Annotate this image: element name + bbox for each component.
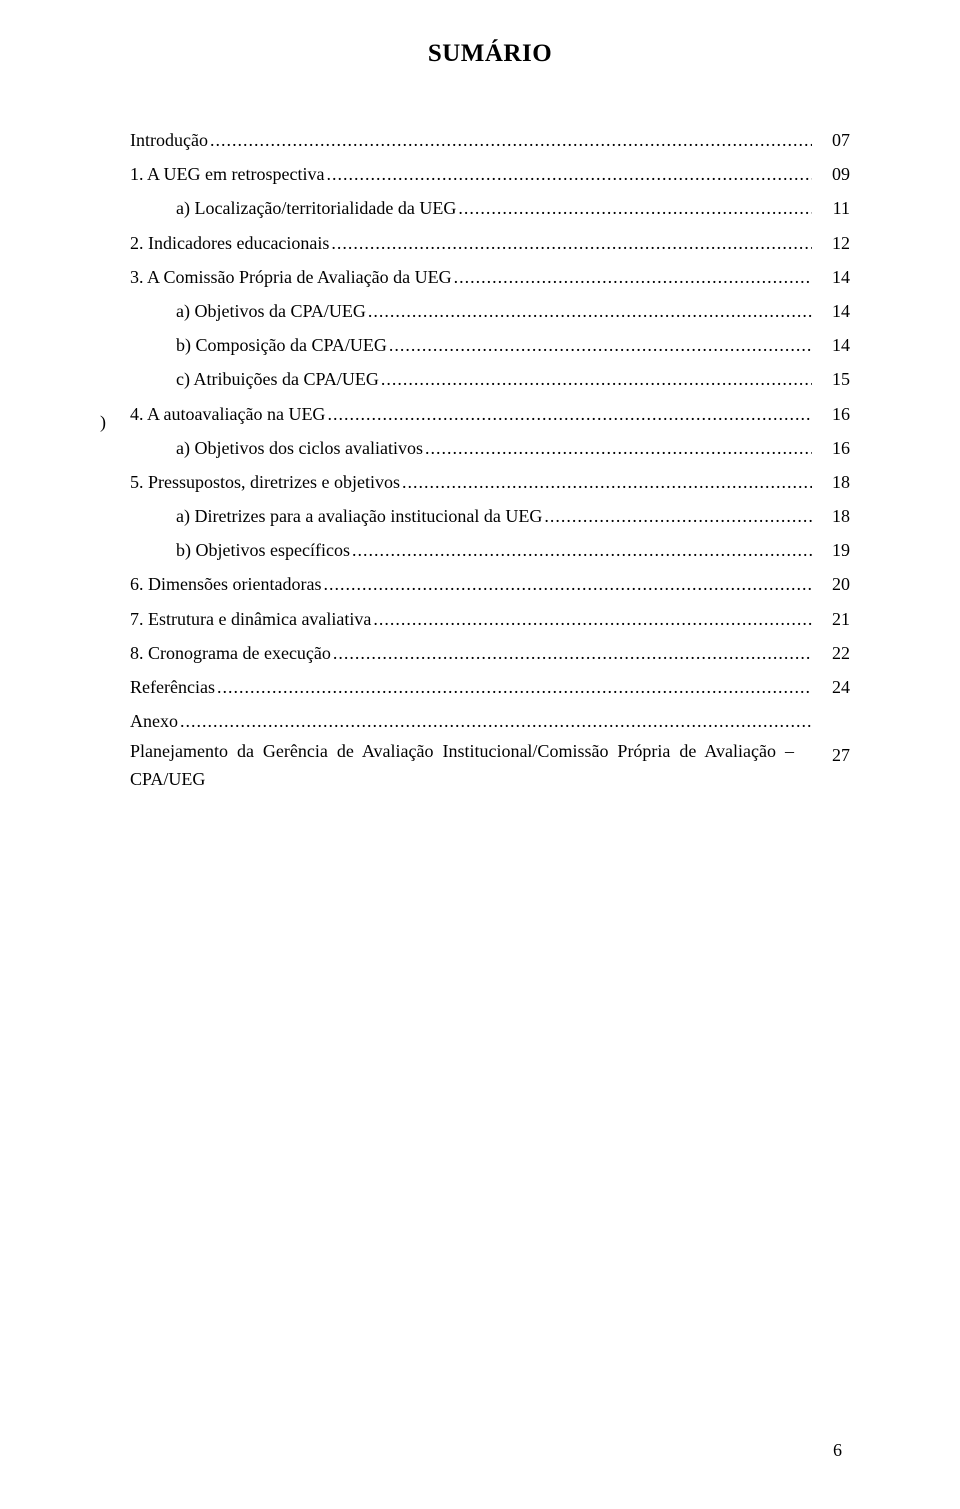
toc-page: 21	[812, 602, 850, 636]
toc-leader	[425, 431, 812, 465]
toc-label: 5. Pressupostos, diretrizes e objetivos	[130, 465, 402, 499]
toc-row: Referências 24	[130, 670, 850, 704]
toc-page: 27	[812, 738, 850, 772]
toc-page: 16	[812, 397, 850, 431]
toc-page: 15	[812, 362, 850, 396]
toc-label: 7. Estrutura e dinâmica avaliativa	[130, 602, 373, 636]
toc-leader	[544, 499, 812, 533]
toc-leader	[326, 157, 812, 191]
stray-mark: )	[100, 405, 106, 439]
toc-label: a) Localização/territorialidade da UEG	[176, 191, 458, 225]
toc-label: 3. A Comissão Própria de Avaliação da UE…	[130, 260, 454, 294]
toc-page: 24	[812, 670, 850, 704]
toc-row: 7. Estrutura e dinâmica avaliativa 21	[130, 602, 850, 636]
toc-row: 4. A autoavaliação na UEG 16	[130, 397, 850, 431]
toc-row-anexo: Anexo	[130, 704, 850, 738]
toc-row: c) Atribuições da CPA/UEG 15	[130, 362, 850, 396]
toc-anexo-sub: Planejamento da Gerência de Avaliação In…	[130, 738, 850, 794]
toc-leader	[373, 602, 812, 636]
toc-leader	[323, 567, 812, 601]
toc-row: 2. Indicadores educacionais 12	[130, 226, 850, 260]
toc-row: 5. Pressupostos, diretrizes e objetivos 1…	[130, 465, 850, 499]
toc-page: 14	[812, 328, 850, 362]
toc-leader	[333, 636, 812, 670]
page-number-footer: 6	[833, 1440, 842, 1461]
toc-row: a) Objetivos da CPA/UEG 14	[130, 294, 850, 328]
toc-label: 8. Cronograma de execução	[130, 636, 333, 670]
page-title: SUMÁRIO	[130, 40, 850, 68]
toc-leader	[402, 465, 812, 499]
toc-label: b) Objetivos específicos	[176, 533, 352, 567]
toc-page: 14	[812, 294, 850, 328]
toc-page: 22	[812, 636, 850, 670]
toc-leader	[217, 670, 812, 704]
toc-label: a) Objetivos dos ciclos avaliativos	[176, 431, 425, 465]
toc-row: 3. A Comissão Própria de Avaliação da UE…	[130, 260, 850, 294]
toc-label: 6. Dimensões orientadoras	[130, 567, 323, 601]
toc-page: 18	[812, 499, 850, 533]
toc-label: 1. A UEG em retrospectiva	[130, 157, 326, 191]
toc-label: c) Atribuições da CPA/UEG	[176, 362, 381, 396]
toc-label: a) Objetivos da CPA/UEG	[176, 294, 368, 328]
toc-leader	[389, 328, 812, 362]
toc-page: 09	[812, 157, 850, 191]
toc-leader	[352, 533, 812, 567]
toc-row: b) Objetivos específicos 19	[130, 533, 850, 567]
toc-leader	[210, 123, 812, 157]
toc-row: 8. Cronograma de execução 22	[130, 636, 850, 670]
toc-row: Introdução 07	[130, 123, 850, 157]
toc-label: b) Composição da CPA/UEG	[176, 328, 389, 362]
toc-leader	[331, 226, 812, 260]
toc-row: 6. Dimensões orientadoras 20	[130, 567, 850, 601]
toc-anexo-subtext: Planejamento da Gerência de Avaliação In…	[130, 738, 812, 794]
toc-label: 4. A autoavaliação na UEG	[130, 397, 327, 431]
toc-row: 1. A UEG em retrospectiva 09	[130, 157, 850, 191]
toc-label: Referências	[130, 670, 217, 704]
toc-label: a) Diretrizes para a avaliação instituci…	[176, 499, 544, 533]
toc-label: 2. Indicadores educacionais	[130, 226, 331, 260]
toc-row: a) Localização/territorialidade da UEG 11	[130, 191, 850, 225]
toc-page: 07	[812, 123, 850, 157]
toc-leader	[454, 260, 812, 294]
toc-leader	[327, 397, 812, 431]
toc-row: b) Composição da CPA/UEG 14	[130, 328, 850, 362]
toc-page: 14	[812, 260, 850, 294]
table-of-contents: Introdução071. A UEG em retrospectiva09a…	[130, 123, 850, 794]
toc-leader	[180, 704, 812, 738]
toc-page: 19	[812, 533, 850, 567]
toc-page: 18	[812, 465, 850, 499]
toc-label: Introdução	[130, 123, 210, 157]
toc-leader	[458, 191, 812, 225]
toc-page: 20	[812, 567, 850, 601]
toc-row: a) Diretrizes para a avaliação instituci…	[130, 499, 850, 533]
toc-page: 11	[812, 191, 850, 225]
toc-page: 12	[812, 226, 850, 260]
toc-label: Anexo	[130, 704, 180, 738]
toc-leader	[381, 362, 812, 396]
toc-page: 16	[812, 431, 850, 465]
toc-row: a) Objetivos dos ciclos avaliativos 16	[130, 431, 850, 465]
toc-leader	[368, 294, 812, 328]
